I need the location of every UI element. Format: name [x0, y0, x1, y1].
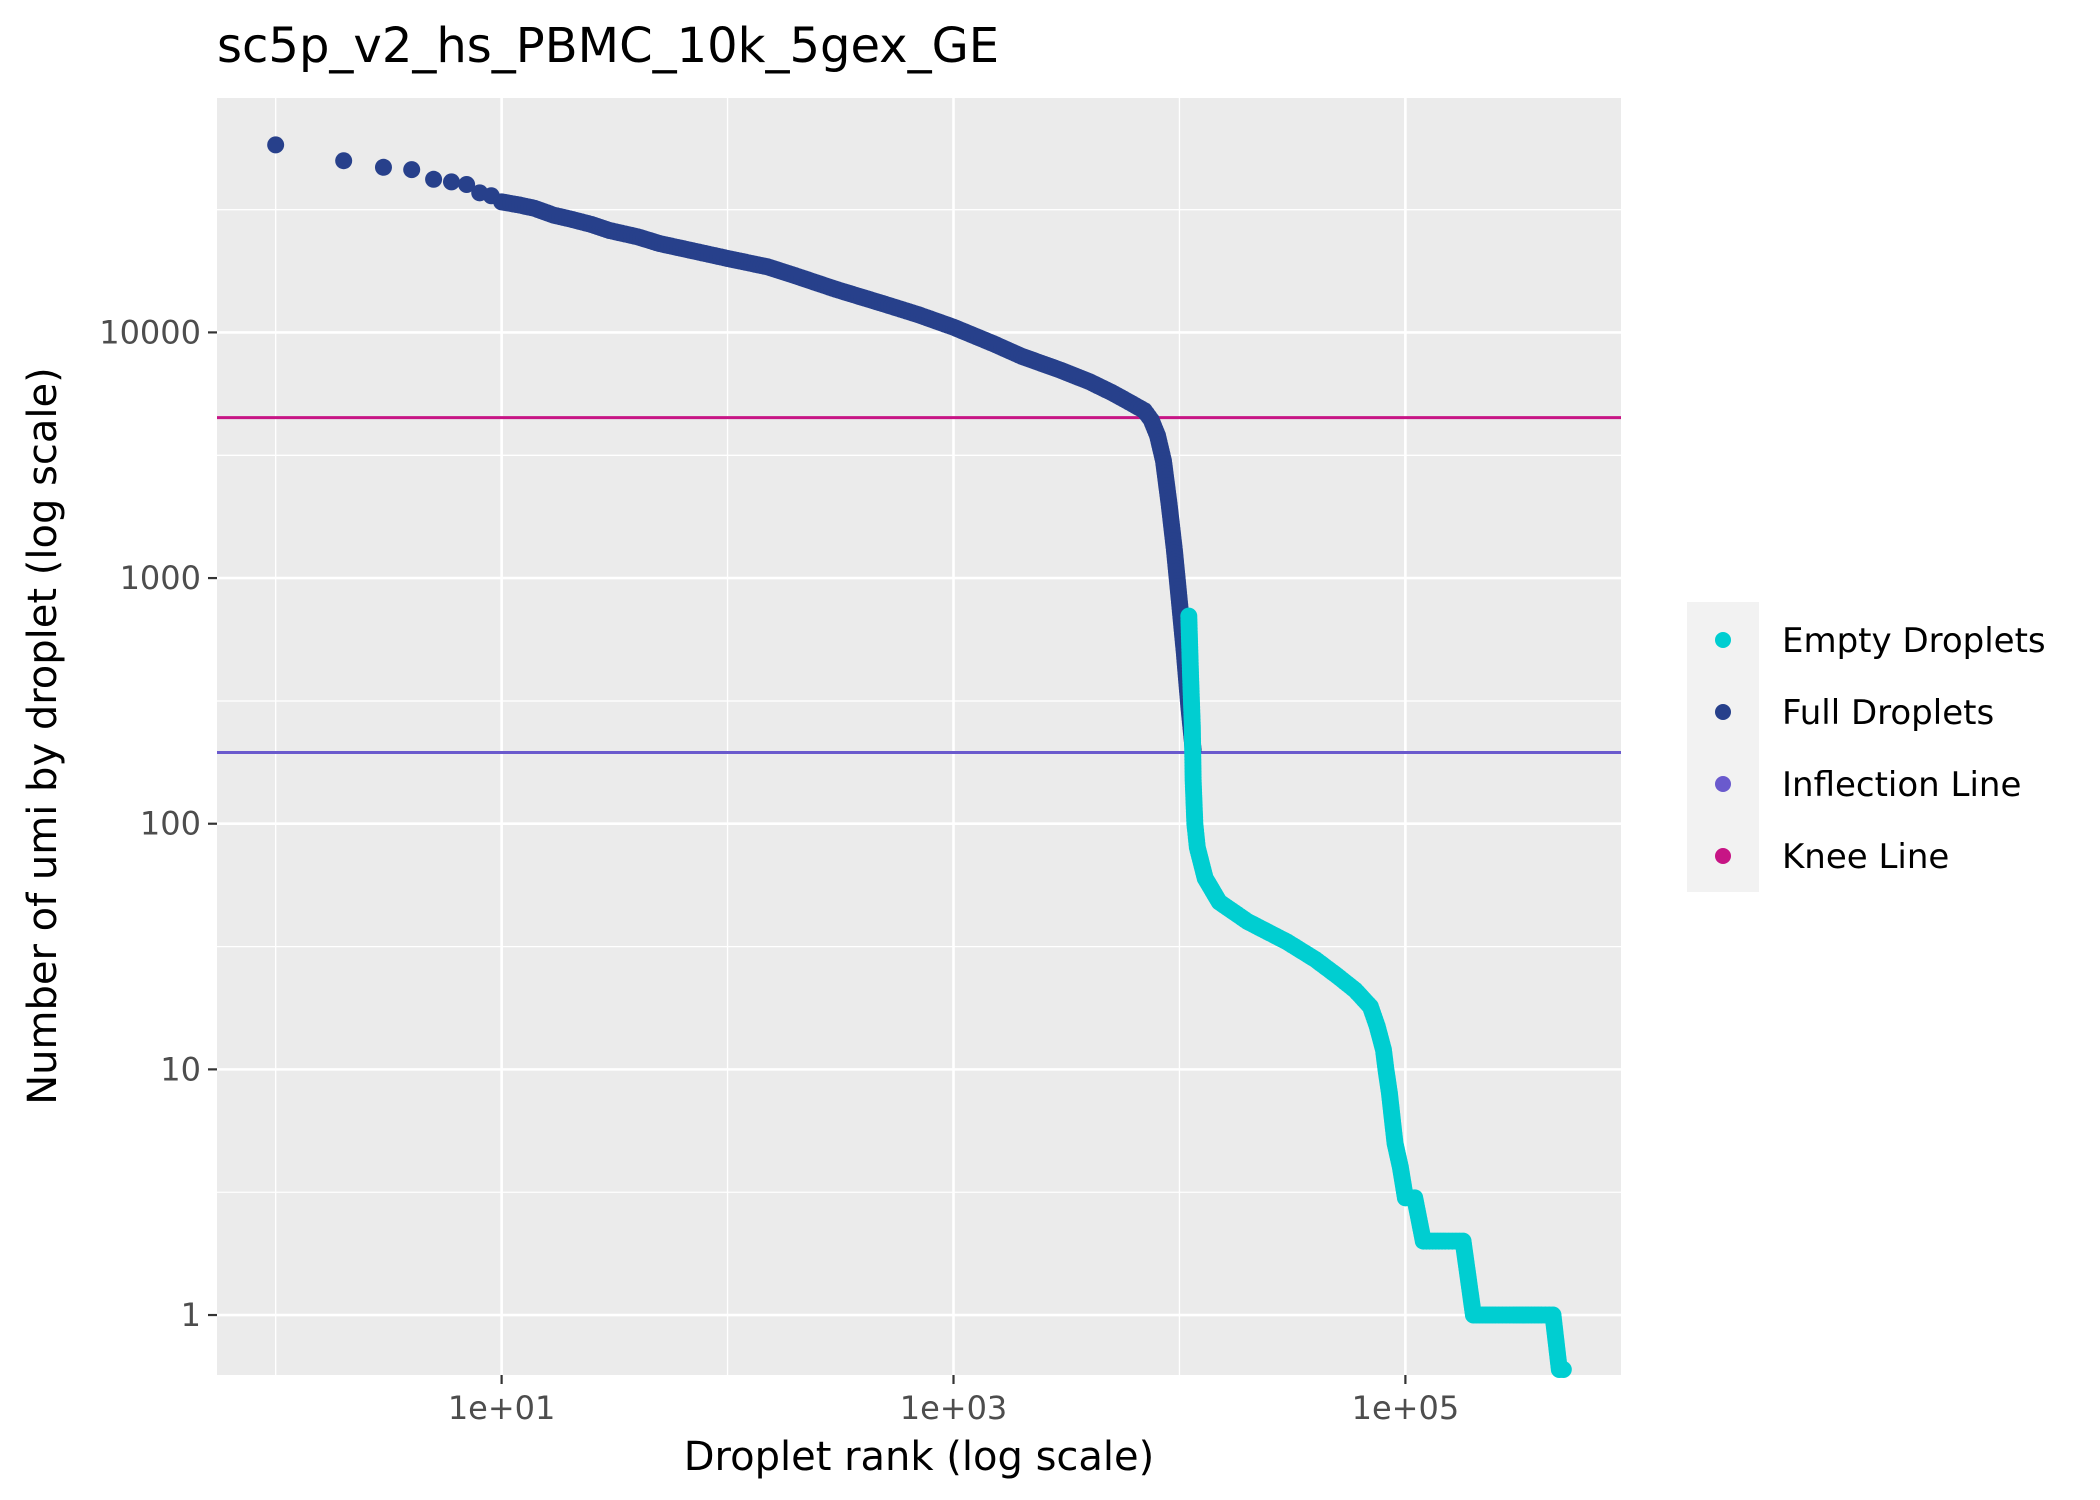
legend-label-full-droplets: Full Droplets — [1782, 693, 1994, 733]
full-droplets-point — [267, 136, 285, 154]
legend: Empty Droplets Full Droplets Inflection … — [1687, 602, 2046, 892]
x-axis: 1e+01 1e+03 1e+05 — [448, 1375, 1459, 1427]
legend-label-inflection-line: Inflection Line — [1782, 765, 2021, 805]
x-tick-label: 1e+01 — [448, 1389, 556, 1427]
y-axis: 1 10 100 1000 10000 — [99, 313, 217, 1334]
legend-label-knee-line: Knee Line — [1782, 837, 1949, 877]
minor-gridlines — [217, 98, 1621, 1375]
full-droplets-point — [442, 173, 460, 191]
full-droplets-point — [403, 161, 421, 179]
y-tick-label: 100 — [140, 805, 201, 843]
legend-key-full-droplets — [1715, 704, 1731, 720]
y-tick-label: 10000 — [99, 313, 201, 351]
y-tick-label: 1 — [181, 1296, 201, 1334]
x-tick-label: 1e+05 — [1352, 1389, 1460, 1427]
reference-lines — [217, 416, 1621, 754]
legend-key-background — [1687, 602, 1759, 892]
y-axis-title: Number of umi by droplet (log scale) — [20, 367, 66, 1105]
data-points — [267, 136, 1572, 1379]
x-tick-label: 1e+03 — [900, 1389, 1008, 1427]
full-droplets-point — [425, 170, 443, 188]
legend-label-empty-droplets: Empty Droplets — [1782, 621, 2046, 661]
legend-key-knee-line — [1715, 848, 1731, 864]
legend-key-inflection-line — [1715, 776, 1731, 792]
y-tick-label: 10 — [160, 1050, 201, 1088]
full-droplets-point — [458, 176, 476, 194]
full-droplets-point — [335, 152, 353, 170]
empty-droplets-point — [1554, 1361, 1572, 1379]
y-tick-label: 1000 — [120, 559, 201, 597]
legend-key-empty-droplets — [1715, 632, 1731, 648]
full-droplets-point — [374, 158, 392, 176]
chart-title: sc5p_v2_hs_PBMC_10k_5gex_GE — [217, 18, 999, 74]
x-axis-title: Droplet rank (log scale) — [684, 1434, 1155, 1480]
